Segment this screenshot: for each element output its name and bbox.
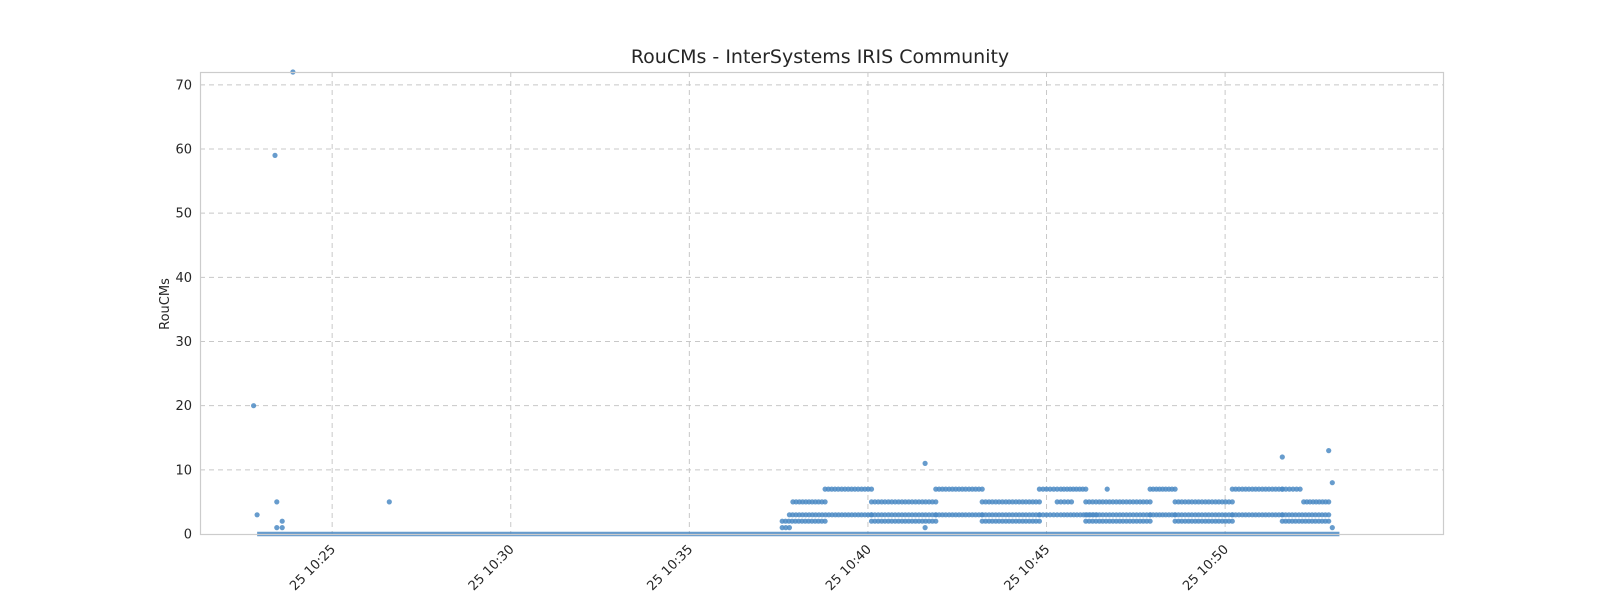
- data-point: [1043, 486, 1050, 492]
- data-point: [1054, 512, 1060, 518]
- data-point: [279, 518, 285, 524]
- plot-frame: [199, 71, 1445, 536]
- data-point: [1329, 525, 1335, 531]
- data-point: [1036, 486, 1042, 492]
- data-point: [933, 499, 939, 505]
- y-tick-label: 60: [175, 143, 192, 158]
- data-point: [251, 403, 257, 409]
- data-point: [922, 460, 928, 466]
- x-tick-label: 25 10:50: [1180, 542, 1232, 594]
- data-point: [279, 525, 285, 531]
- data-point: [1290, 486, 1296, 492]
- data-point: [1329, 480, 1335, 486]
- data-point: [822, 518, 828, 524]
- data-point: [1326, 518, 1332, 524]
- data-point: [1326, 499, 1332, 505]
- data-point: [1326, 512, 1332, 518]
- y-tick-label: 30: [175, 335, 192, 350]
- y-axis-label: RouCMs: [158, 278, 173, 330]
- data-point: [1279, 454, 1285, 460]
- y-tick-label: 70: [175, 78, 192, 93]
- y-tick-label: 0: [184, 528, 192, 543]
- data-point: [783, 525, 789, 531]
- y-tick-label: 40: [175, 271, 192, 286]
- x-tick-label: 25 10:40: [823, 542, 875, 594]
- data-point: [933, 518, 939, 524]
- gridlines: [200, 72, 1443, 534]
- data-points: [251, 69, 1340, 537]
- data-point: [1297, 486, 1303, 492]
- data-point: [822, 499, 828, 505]
- data-point: [272, 152, 278, 158]
- data-point: [1083, 486, 1089, 492]
- data-point: [1054, 486, 1060, 492]
- data-point: [1036, 512, 1042, 518]
- data-point: [1043, 512, 1050, 518]
- chart-title: RouCMs - InterSystems IRIS Community: [631, 46, 1009, 68]
- data-point: [1147, 499, 1153, 505]
- data-point: [1172, 486, 1178, 492]
- data-point: [922, 525, 928, 531]
- y-tick-label: 50: [175, 207, 192, 222]
- x-tick-label: 25 10:45: [1002, 542, 1054, 594]
- data-point: [1229, 499, 1235, 505]
- data-point: [1047, 486, 1053, 492]
- x-tick-label: 25 10:30: [466, 542, 518, 594]
- y-tick-labels: 0 10 20 30 40 50 60 70: [175, 78, 192, 542]
- data-point: [868, 486, 875, 492]
- data-point: [1036, 518, 1042, 524]
- data-point: [1036, 499, 1042, 505]
- data-point: [1326, 448, 1332, 454]
- data-point: [1104, 486, 1110, 492]
- data-point: [1058, 499, 1064, 505]
- x-tick-label: 25 10:25: [287, 542, 339, 594]
- data-point: [254, 512, 260, 518]
- data-point: [386, 499, 392, 505]
- data-point: [1283, 486, 1289, 492]
- data-point: [1229, 518, 1235, 524]
- data-point: [274, 499, 280, 505]
- data-point: [779, 525, 785, 531]
- data-point: [1047, 512, 1053, 518]
- data-point: [979, 486, 985, 492]
- y-tick-label: 20: [175, 399, 192, 414]
- data-point: [1061, 499, 1067, 505]
- data-point: [274, 525, 280, 531]
- y-tick-label: 10: [175, 463, 192, 478]
- x-tick-labels: 25 10:25 25 10:30 25 10:35 25 10:40 25 10:45…: [287, 542, 1232, 594]
- data-point: [1068, 499, 1075, 505]
- data-point: [786, 525, 793, 531]
- x-tick-label: 25 10:35: [644, 542, 696, 594]
- data-point: [1054, 499, 1060, 505]
- data-point: [1147, 518, 1153, 524]
- data-point: [1286, 486, 1292, 492]
